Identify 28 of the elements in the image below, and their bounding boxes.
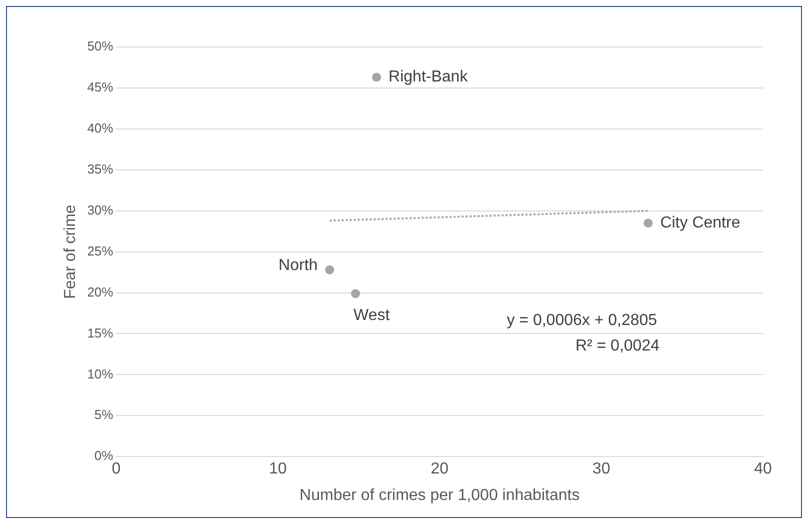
point — [351, 289, 360, 298]
y-tick-label: 5% — [94, 407, 114, 422]
x-tick-label: 10 — [269, 460, 287, 478]
y-tick-label: 40% — [87, 120, 114, 136]
y-tick-label: 15% — [87, 325, 114, 340]
y-tick-label: 50% — [87, 38, 114, 54]
annotation: R² = 0,0024 — [575, 337, 660, 354]
y-axis-title: Fear of crime — [62, 204, 80, 299]
annotation: y = 0,0006x + 0,2805 — [506, 312, 658, 330]
x-axis-title: Number of crimes per 1,000 inhabitants — [300, 486, 580, 504]
y-tick-label: 20% — [87, 284, 114, 300]
y-tick-label: 25% — [87, 243, 114, 258]
point — [372, 72, 382, 82]
annotation: Right-Bank — [388, 68, 469, 86]
point — [644, 218, 653, 228]
y-tick-label: 45% — [87, 80, 114, 95]
x-tick-label: 0 — [112, 460, 121, 478]
x-tick-label: 30 — [592, 460, 610, 478]
y-tick-label: 35% — [87, 161, 114, 176]
y-tick-label: 10% — [87, 366, 114, 382]
annotation: West — [354, 306, 390, 324]
point — [325, 265, 334, 274]
annotation: City Centre — [660, 214, 740, 232]
x-tick-label: 20 — [430, 460, 449, 478]
x-tick-label: 40 — [754, 460, 772, 478]
y-tick-label: 30% — [87, 202, 114, 218]
y-tick-label: 0% — [94, 448, 114, 464]
annotation: North — [278, 257, 318, 274]
